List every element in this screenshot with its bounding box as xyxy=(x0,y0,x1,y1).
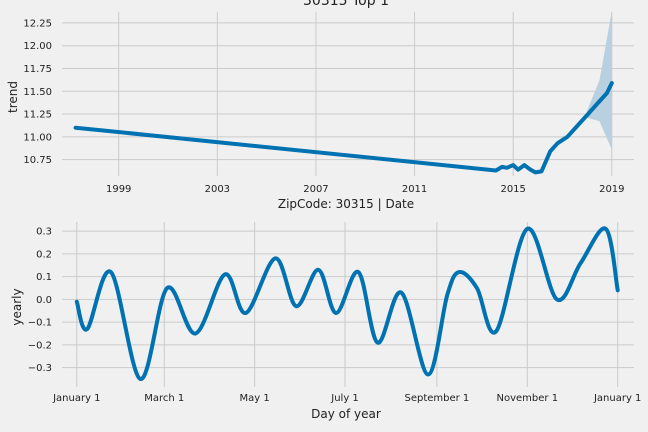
yearly-y-tick-label: 0.3 xyxy=(36,227,52,238)
yearly-x-tick-label: January 1 xyxy=(593,393,641,404)
yearly-y-tick-label: −0.2 xyxy=(28,340,52,351)
yearly-x-tick-label: January 1 xyxy=(52,393,100,404)
trend-y-tick-label: 11.50 xyxy=(23,87,52,98)
trend-x-tick-labels: 1999 2003 2007 2011 2015 2019 xyxy=(106,184,625,195)
yearly-y-axis-label: yearly xyxy=(10,288,24,325)
yearly-y-tick-labels: −0.3 −0.2 −0.1 0.0 0.1 0.2 0.3 xyxy=(28,227,52,375)
trend-grid xyxy=(62,12,634,176)
trend-x-tick-label: 2003 xyxy=(205,184,230,195)
yearly-y-tick-label: −0.1 xyxy=(28,318,52,329)
yearly-y-tick-label: 0.1 xyxy=(36,272,52,283)
yearly-x-tick-label: May 1 xyxy=(240,393,270,404)
trend-y-tick-label: 11.00 xyxy=(23,132,52,143)
trend-uncertainty-band xyxy=(587,11,612,150)
trend-y-tick-label: 12.25 xyxy=(23,18,52,29)
yearly-x-tick-label: July 1 xyxy=(330,393,359,404)
trend-chart: 1999 2003 2007 2011 2015 2019 10.75 11.00 11.25… xyxy=(6,11,634,195)
trend-y-tick-label: 11.25 xyxy=(23,110,52,121)
trend-y-axis-label: trend xyxy=(6,81,20,113)
trend-x-tick-label: 2007 xyxy=(303,184,328,195)
yearly-x-tick-label: September 1 xyxy=(404,393,469,404)
figure-title: 30315 Top 1 xyxy=(303,0,389,9)
trend-y-tick-labels: 10.75 11.00 11.25 11.50 11.75 12.00 12.25 xyxy=(23,18,52,166)
yearly-y-tick-label: 0.2 xyxy=(36,249,52,260)
trend-y-tick-label: 12.00 xyxy=(23,41,52,52)
trend-x-tick-label: 1999 xyxy=(106,184,131,195)
x-axis-label-date: ZipCode: 30315 | Date xyxy=(278,197,414,211)
yearly-x-axis-label: Day of year xyxy=(311,407,381,421)
trend-x-tick-label: 2015 xyxy=(500,184,525,195)
yearly-y-tick-label: 0.0 xyxy=(36,295,52,306)
yearly-chart: January 1 March 1 May 1 July 1 September 1 No… xyxy=(10,222,641,421)
trend-series-line xyxy=(73,81,614,175)
trend-x-tick-label: 2019 xyxy=(599,184,624,195)
trend-y-tick-label: 10.75 xyxy=(23,155,52,166)
yearly-x-tick-label: November 1 xyxy=(497,393,559,404)
yearly-series-line xyxy=(74,226,620,382)
yearly-y-tick-label: −0.3 xyxy=(28,363,52,374)
yearly-x-tick-labels: January 1 March 1 May 1 July 1 September 1 No… xyxy=(52,393,641,404)
yearly-x-tick-label: March 1 xyxy=(144,393,184,404)
trend-y-tick-label: 11.75 xyxy=(23,64,52,75)
trend-x-tick-label: 2011 xyxy=(402,184,427,195)
